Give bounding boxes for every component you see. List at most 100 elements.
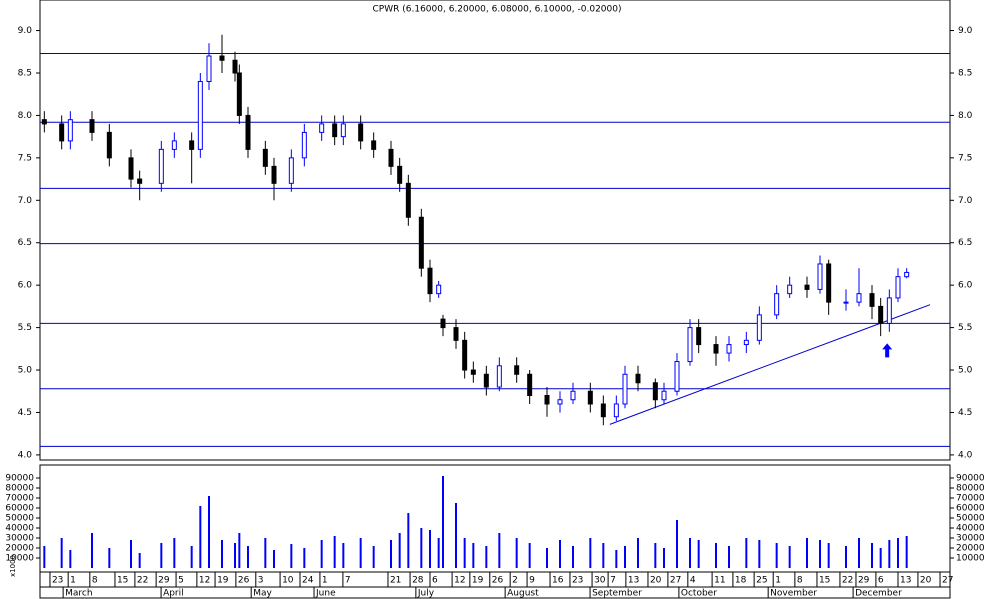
- candle-body: [332, 123, 338, 138]
- y-tick-label: 8.0: [958, 111, 973, 121]
- x-tick-label: 13: [628, 576, 639, 586]
- candle-body: [271, 165, 277, 184]
- x-tick-label: 18: [735, 576, 747, 586]
- candle-body: [787, 284, 793, 295]
- candle-body: [557, 399, 563, 405]
- candle-body: [635, 373, 641, 384]
- x-tick-label: 25: [756, 576, 767, 586]
- volume-tick-label: 20000: [956, 544, 985, 554]
- candle-body: [232, 59, 238, 74]
- y-tick-label: 8.5: [958, 68, 972, 78]
- x-tick-label: 8: [92, 576, 98, 586]
- month-label: May: [253, 589, 272, 599]
- candle-body: [440, 318, 446, 329]
- y-tick-label: 4.0: [18, 450, 33, 460]
- candle-body: [514, 365, 520, 375]
- volume-tick-label: 60000: [5, 504, 34, 514]
- y-tick-label: 6.5: [958, 238, 972, 248]
- candle-body: [358, 123, 364, 142]
- month-label: September: [592, 589, 642, 599]
- candle-body: [436, 284, 442, 295]
- volume-tick-label: 90000: [956, 474, 985, 484]
- month-label: April: [163, 589, 184, 599]
- volume-tick-label: 70000: [956, 494, 985, 504]
- x-tick-label: 6: [878, 576, 884, 586]
- y-tick-label: 5.5: [18, 323, 32, 333]
- candle-body: [418, 216, 424, 269]
- candle-body: [67, 119, 73, 142]
- month-label: June: [315, 589, 336, 599]
- y-tick-label: 8.5: [18, 68, 32, 78]
- y-tick-label: 7.0: [958, 196, 973, 206]
- date-frame: [39, 571, 951, 599]
- candle-body: [301, 131, 307, 159]
- arrow: [882, 343, 893, 358]
- volume-tick-label: 80000: [5, 484, 34, 494]
- x-tick-label: 15: [819, 576, 830, 586]
- x-tick-label: 4: [690, 576, 696, 586]
- candle-body: [843, 301, 849, 304]
- y-tick-label: 6.0: [958, 281, 973, 291]
- candle-body: [674, 361, 680, 392]
- candle-body: [496, 365, 502, 388]
- candle-body: [587, 390, 593, 405]
- y-tick-label: 8.0: [18, 111, 33, 121]
- candle-body: [756, 314, 762, 341]
- candle-body: [128, 157, 134, 180]
- month-label: December: [855, 589, 902, 599]
- candle-body: [405, 182, 411, 218]
- x-tick-label: 7: [345, 576, 351, 586]
- volume-tick-label: 50000: [956, 514, 985, 524]
- y-tick-label: 7.5: [18, 153, 32, 163]
- candle-body: [743, 339, 749, 346]
- chart-title: CPWR (6.16000, 6.20000, 6.08000, 6.10000…: [373, 5, 622, 15]
- candle-body: [340, 123, 346, 138]
- volume-tick-label: 60000: [956, 504, 985, 514]
- candle-body: [652, 382, 658, 401]
- x-tick-label: 3: [258, 576, 264, 586]
- x-tick-label: 7: [610, 576, 616, 586]
- volume-tick-label: 30000: [5, 534, 34, 544]
- x-tick-label: 23: [572, 576, 583, 586]
- candle-body: [219, 55, 225, 61]
- x-tick-label: 12: [199, 576, 210, 586]
- candle-body: [661, 390, 667, 401]
- x-tick-label: 9: [529, 576, 535, 586]
- candle-body: [427, 267, 433, 295]
- candle-body: [869, 293, 875, 307]
- y-tick-label: 4.5: [18, 408, 32, 418]
- candle-body: [158, 148, 164, 184]
- x-tick-label: 30: [594, 576, 606, 586]
- x-tick-label: 28: [412, 576, 424, 586]
- y-tick-label: 6.0: [18, 281, 33, 291]
- candle-body: [137, 178, 143, 184]
- candle-body: [462, 339, 468, 371]
- month-label: July: [417, 589, 435, 599]
- candle-body: [713, 344, 719, 354]
- candle-body: [527, 373, 533, 396]
- candle-body: [774, 293, 780, 316]
- x-tick-label: 29: [158, 576, 170, 586]
- volume-frame: [39, 464, 951, 573]
- x-tick-label: 5: [178, 576, 184, 586]
- y-tick-label: 7.5: [958, 153, 972, 163]
- y-tick-label: 5.5: [958, 323, 972, 333]
- x-tick-label: 27: [942, 576, 953, 586]
- x-tick-label: 19: [472, 576, 484, 586]
- candle-body: [687, 327, 693, 363]
- x-tick-label: 26: [492, 576, 504, 586]
- volume-tick-label: 40000: [956, 524, 985, 534]
- candle-body: [804, 284, 810, 290]
- y-tick-label: 4.5: [958, 408, 972, 418]
- volume-tick-label: 10000: [956, 554, 985, 564]
- volume-tick-label: 90000: [5, 474, 34, 484]
- candle-body: [886, 297, 892, 324]
- candle-body: [89, 119, 95, 133]
- candle-body: [41, 119, 47, 125]
- x-tick-label: 1: [322, 576, 328, 586]
- volume-tick-label: 10000: [5, 554, 34, 564]
- x-tick-label: 24: [302, 576, 314, 586]
- volume-tick-label: 70000: [5, 494, 34, 504]
- x-tick-label: 12: [454, 576, 465, 586]
